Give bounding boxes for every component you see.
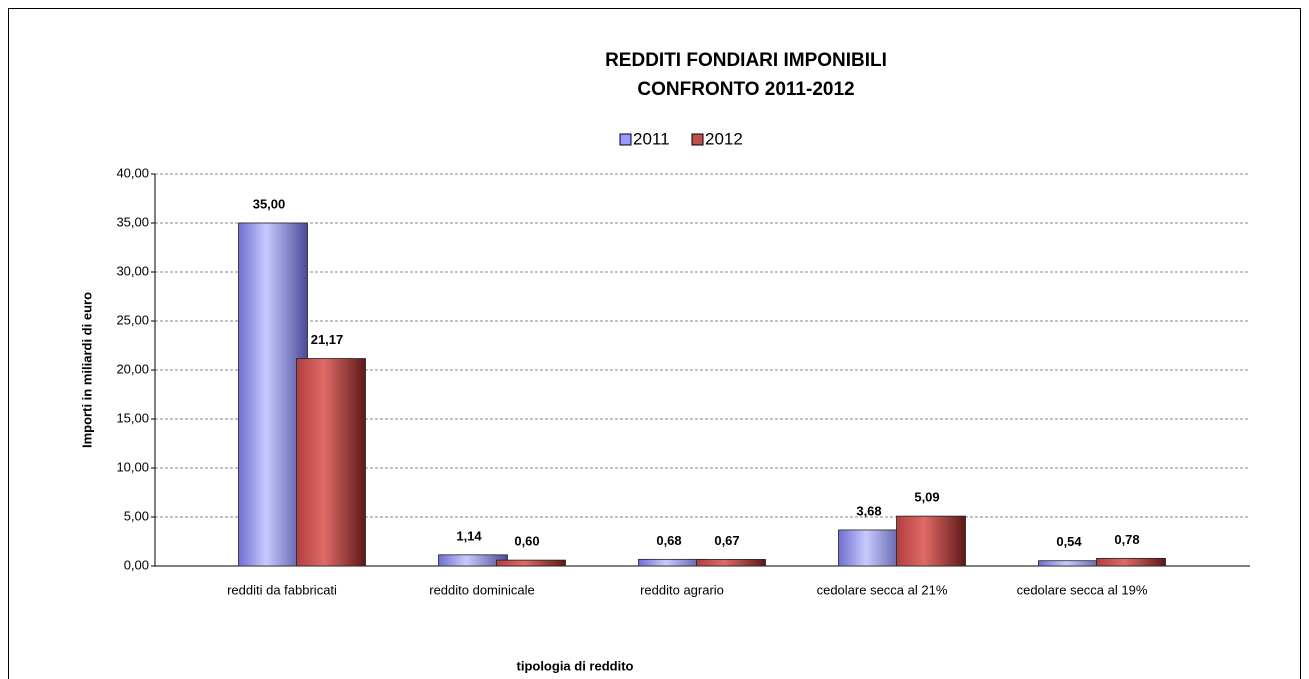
value-label: 0,78 (1114, 532, 1139, 547)
frame (8, 8, 1301, 679)
x-tick-label: cedolare secca al 21% (817, 582, 948, 597)
value-label: 3,68 (856, 503, 881, 518)
y-axis-title: Importi in miliardi di euro (79, 292, 94, 448)
value-label: 1,14 (456, 528, 482, 543)
bar (296, 358, 366, 567)
value-label: 21,17 (311, 332, 344, 347)
value-label: 0,67 (714, 533, 739, 548)
y-tick-label: 35,00 (116, 214, 149, 229)
bar (838, 529, 908, 567)
y-tick-label: 30,00 (116, 263, 149, 278)
chart-title: CONFRONTO 2011-2012 (637, 79, 854, 100)
legend-label: 2011 (633, 129, 670, 148)
bar (496, 559, 566, 567)
value-label: 35,00 (253, 196, 286, 211)
y-tick-label: 15,00 (116, 410, 149, 425)
y-tick-label: 0,00 (124, 557, 149, 572)
x-tick-label: reddito agrario (640, 582, 724, 597)
value-label: 0,60 (514, 534, 539, 549)
y-tick-label: 20,00 (116, 361, 149, 376)
x-tick-label: reddito dominicale (429, 582, 535, 597)
legend-swatch (691, 133, 704, 146)
y-tick-label: 25,00 (116, 312, 149, 327)
y-tick-label: 10,00 (116, 459, 149, 474)
x-tick-label: redditi da fabbricati (227, 582, 337, 597)
bar (696, 559, 766, 567)
bar (1096, 557, 1166, 567)
y-tick-label: 40,00 (116, 165, 149, 180)
value-label: 0,54 (1056, 534, 1082, 549)
chart-title: REDDITI FONDIARI IMPONIBILI (605, 50, 887, 71)
value-label: 0,68 (656, 533, 681, 548)
y-tick-label: 5,00 (124, 508, 149, 523)
x-axis-title: tipologia di reddito (517, 658, 634, 673)
legend-label: 2012 (705, 129, 743, 148)
x-tick-label: cedolare secca al 19% (1017, 582, 1148, 597)
legend-swatch (619, 133, 632, 146)
bar (238, 222, 308, 567)
value-label: 5,09 (914, 490, 939, 505)
bar (896, 515, 966, 567)
